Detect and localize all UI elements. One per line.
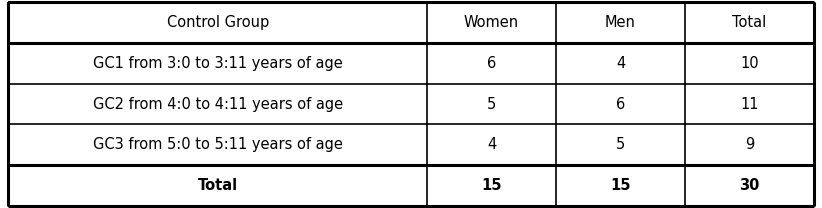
Bar	[427, 165, 556, 206]
Text: GC3 from 5:0 to 5:11 years of age: GC3 from 5:0 to 5:11 years of age	[93, 137, 343, 152]
Text: GC1 from 3:0 to 3:11 years of age: GC1 from 3:0 to 3:11 years of age	[93, 56, 343, 71]
Text: 4: 4	[487, 137, 496, 152]
Bar	[8, 124, 427, 165]
Text: 5: 5	[616, 137, 625, 152]
Text: 10: 10	[740, 56, 759, 71]
Text: Control Group: Control Group	[167, 15, 269, 30]
Bar	[427, 84, 556, 124]
Text: 5: 5	[487, 97, 496, 111]
Bar	[556, 2, 685, 43]
Bar	[8, 2, 427, 43]
Bar	[685, 43, 814, 84]
Bar	[8, 165, 427, 206]
Text: Total: Total	[732, 15, 766, 30]
Bar	[685, 124, 814, 165]
Bar	[427, 2, 556, 43]
Bar	[556, 84, 685, 124]
Text: 4: 4	[616, 56, 625, 71]
Text: 6: 6	[487, 56, 496, 71]
Bar	[8, 43, 427, 84]
Text: 30: 30	[739, 178, 760, 193]
Text: Total: Total	[197, 178, 238, 193]
Bar	[685, 84, 814, 124]
Bar	[427, 124, 556, 165]
Text: 15: 15	[610, 178, 630, 193]
Bar	[556, 124, 685, 165]
Text: 6: 6	[616, 97, 625, 111]
Bar	[8, 84, 427, 124]
Bar	[685, 165, 814, 206]
Text: Women: Women	[464, 15, 520, 30]
Bar	[556, 165, 685, 206]
Text: 11: 11	[740, 97, 759, 111]
Text: 9: 9	[745, 137, 754, 152]
Bar	[556, 43, 685, 84]
Bar	[685, 2, 814, 43]
Text: GC2 from 4:0 to 4:11 years of age: GC2 from 4:0 to 4:11 years of age	[93, 97, 343, 111]
Text: 15: 15	[482, 178, 501, 193]
Bar	[427, 43, 556, 84]
Text: Men: Men	[605, 15, 636, 30]
